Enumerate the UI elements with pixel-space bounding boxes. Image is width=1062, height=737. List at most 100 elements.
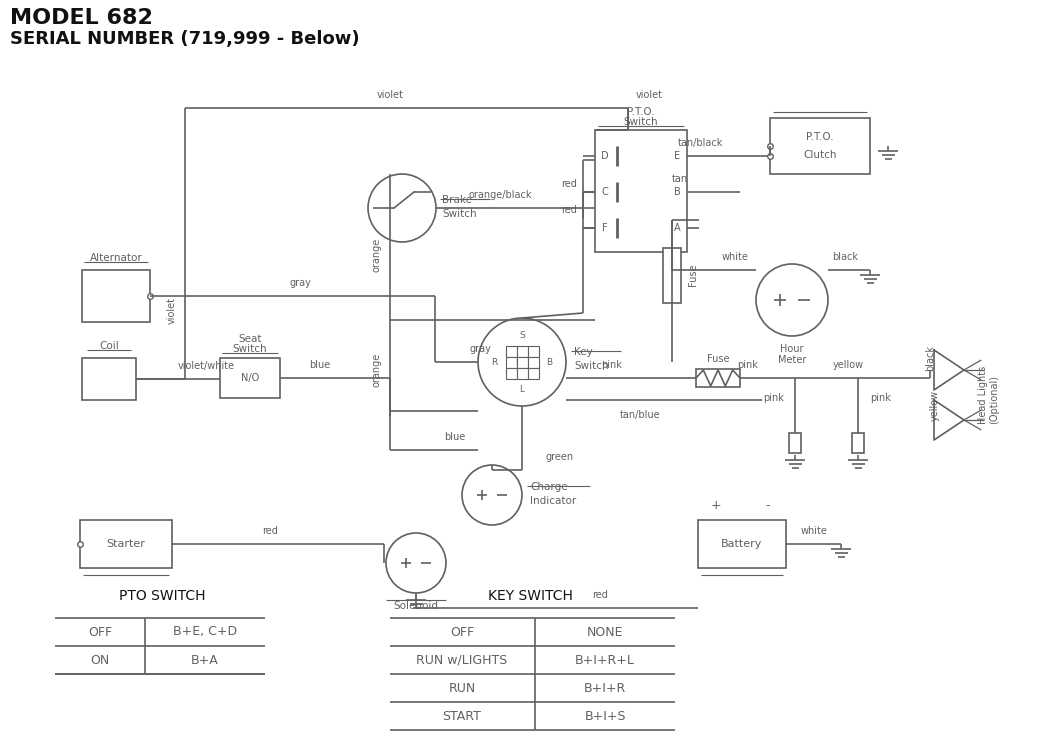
Bar (528, 346, 538, 357)
Text: R: R (492, 357, 497, 366)
Text: blue: blue (309, 360, 330, 370)
Text: black: black (925, 345, 935, 371)
Text: S: S (519, 330, 525, 340)
Text: Switch: Switch (573, 361, 609, 371)
Text: violet/white: violet/white (178, 361, 235, 371)
Text: +: + (710, 499, 721, 512)
Text: Battery: Battery (721, 539, 763, 549)
Text: NONE: NONE (586, 626, 623, 638)
Bar (595, 130, 687, 252)
Text: tan/black: tan/black (678, 138, 722, 148)
Text: Meter: Meter (777, 355, 806, 365)
Bar (82, 358, 136, 400)
Text: B+A: B+A (191, 654, 219, 666)
Text: gray: gray (469, 344, 491, 354)
Text: Clutch: Clutch (803, 150, 837, 160)
Text: yellow: yellow (930, 389, 940, 421)
Text: Head Lights
(Optional): Head Lights (Optional) (978, 366, 999, 424)
Bar (528, 368, 538, 379)
Text: N/O: N/O (241, 373, 259, 383)
Text: orange: orange (372, 238, 382, 272)
Text: blue: blue (444, 432, 465, 442)
Text: P.T.O.: P.T.O. (628, 107, 655, 117)
Text: violet: violet (377, 90, 404, 100)
Text: white: white (721, 252, 749, 262)
Text: pink: pink (870, 393, 891, 403)
Bar (80, 520, 172, 568)
Text: red: red (561, 179, 577, 189)
Text: pink: pink (738, 360, 758, 370)
Text: Coil: Coil (99, 341, 119, 351)
Text: RUN: RUN (448, 682, 476, 694)
Bar (528, 357, 538, 368)
Text: gray: gray (289, 278, 311, 288)
Text: green: green (546, 452, 575, 462)
Text: D: D (601, 151, 609, 161)
Text: E: E (674, 151, 680, 161)
Bar (506, 346, 516, 357)
Bar (770, 118, 870, 174)
Text: Solenoid: Solenoid (394, 601, 439, 611)
Text: L: L (519, 385, 525, 394)
Text: white: white (801, 526, 827, 536)
Text: Key: Key (573, 347, 593, 357)
Text: orange/black: orange/black (468, 190, 532, 200)
Text: OFF: OFF (88, 626, 113, 638)
Bar (516, 368, 528, 379)
Text: RUN w/LIGHTS: RUN w/LIGHTS (416, 654, 508, 666)
Text: A: A (673, 223, 681, 233)
Text: B: B (673, 187, 681, 197)
Circle shape (478, 318, 566, 406)
Circle shape (369, 174, 436, 242)
Text: B+I+R: B+I+R (584, 682, 627, 694)
Text: MODEL 682: MODEL 682 (10, 8, 153, 28)
Bar (506, 368, 516, 379)
Text: Switch: Switch (623, 117, 658, 127)
Text: PTO SWITCH: PTO SWITCH (119, 589, 205, 603)
Text: P.T.O.: P.T.O. (806, 132, 834, 142)
Text: B+I+R+L: B+I+R+L (575, 654, 635, 666)
Text: Switch: Switch (233, 344, 268, 354)
Text: Brake: Brake (442, 195, 472, 205)
Text: Indicator: Indicator (530, 496, 577, 506)
Text: Fuse: Fuse (706, 354, 730, 364)
Text: black: black (832, 252, 858, 262)
Bar (516, 357, 528, 368)
Text: Hour: Hour (781, 344, 804, 354)
Text: Switch: Switch (442, 209, 477, 219)
Text: red: red (592, 590, 607, 600)
Text: Alternator: Alternator (89, 253, 142, 263)
Text: B+E, C+D: B+E, C+D (173, 626, 237, 638)
Text: Starter: Starter (106, 539, 145, 549)
Text: KEY SWITCH: KEY SWITCH (487, 589, 572, 603)
Text: Charge: Charge (530, 482, 567, 492)
Text: violet: violet (167, 296, 177, 324)
Bar (663, 248, 681, 302)
Bar (789, 433, 801, 453)
Circle shape (386, 533, 446, 593)
Text: SERIAL NUMBER (719,999 - Below): SERIAL NUMBER (719,999 - Below) (10, 30, 360, 48)
Text: yellow: yellow (833, 360, 863, 370)
Text: I: I (515, 357, 517, 366)
Text: ON: ON (90, 654, 109, 666)
Bar (220, 358, 280, 398)
Bar (852, 433, 864, 453)
Text: -: - (766, 499, 770, 512)
Text: orange: orange (372, 353, 382, 387)
Text: violet: violet (636, 90, 663, 100)
Bar (696, 369, 740, 387)
Text: C: C (602, 187, 609, 197)
Text: tan: tan (672, 174, 688, 184)
Text: Seat: Seat (238, 334, 261, 344)
Text: pink: pink (601, 360, 622, 370)
Text: OFF: OFF (450, 626, 474, 638)
Bar (698, 520, 786, 568)
Text: START: START (443, 710, 481, 722)
Text: tan/blue: tan/blue (620, 410, 661, 420)
Text: Fuse: Fuse (688, 264, 698, 286)
Text: red: red (262, 526, 278, 536)
Text: B: B (547, 357, 552, 366)
Bar (506, 357, 516, 368)
Circle shape (462, 465, 523, 525)
Bar (82, 270, 150, 322)
